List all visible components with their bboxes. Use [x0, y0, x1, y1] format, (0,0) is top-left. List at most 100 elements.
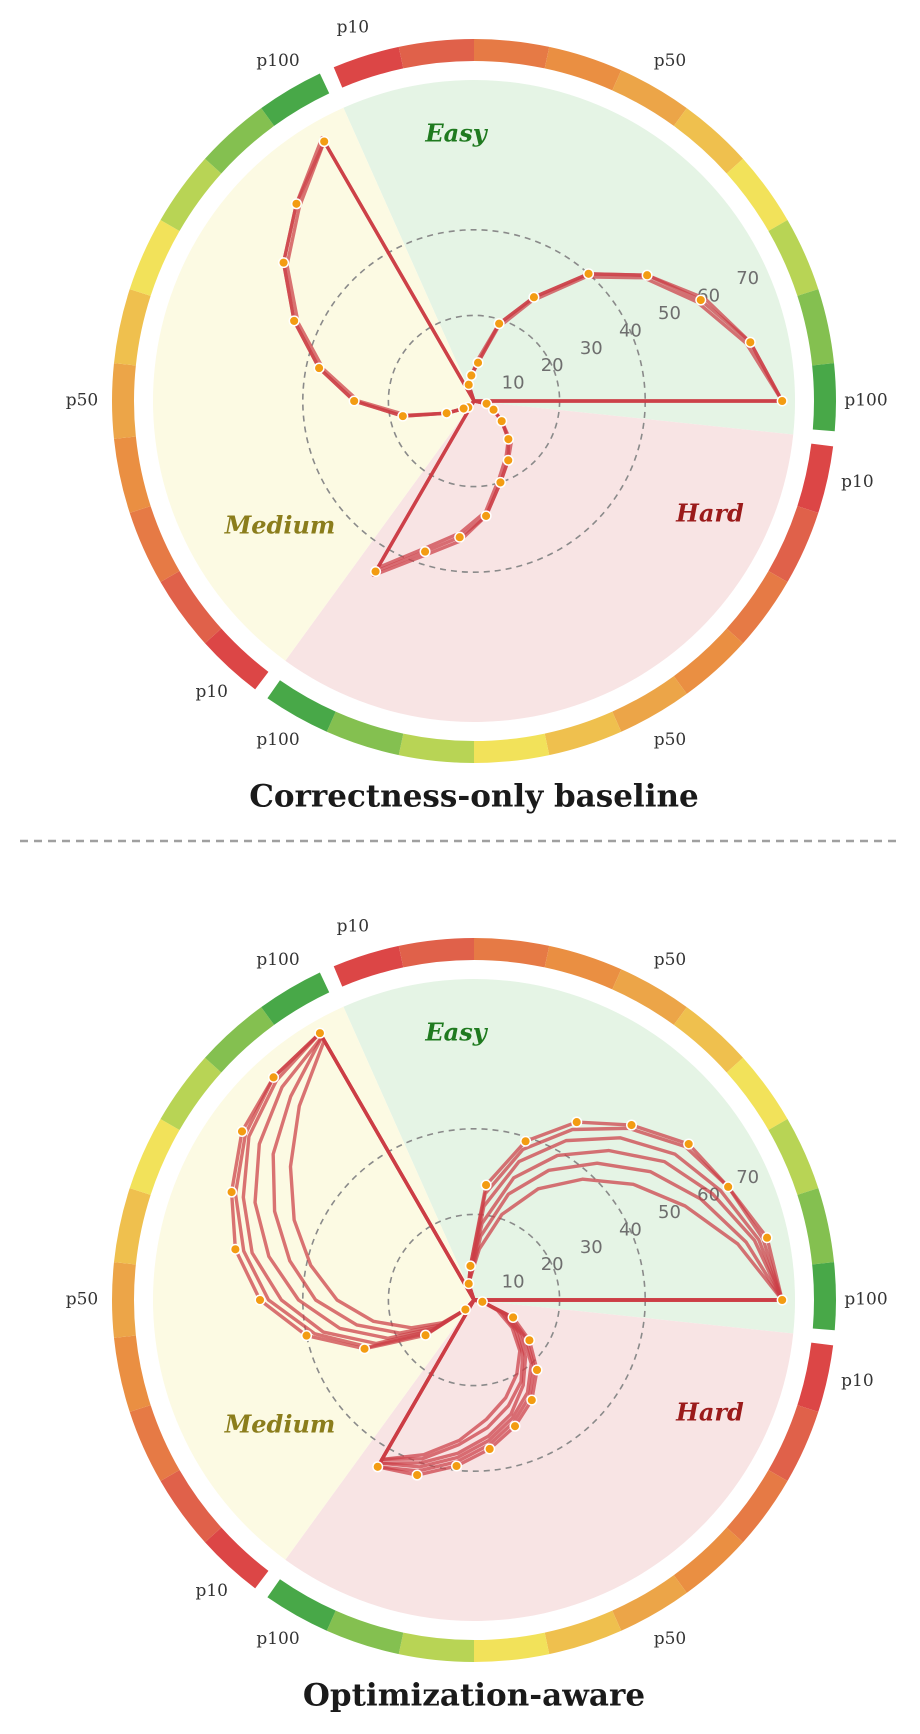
radial-tick-label: 10 — [502, 1272, 525, 1293]
marker — [484, 1443, 496, 1455]
ring-label: p50 — [654, 950, 687, 970]
marker — [476, 1296, 488, 1308]
ring-segment — [673, 1007, 744, 1073]
ring-segment — [474, 39, 550, 69]
ring-segment — [544, 1610, 622, 1655]
radial-edge — [318, 1031, 476, 1302]
ring-segment — [113, 1188, 151, 1265]
ring-segment — [612, 969, 687, 1025]
series-line — [288, 1038, 468, 1330]
ring-segment — [768, 220, 819, 296]
ring-segment — [612, 1575, 687, 1631]
marker — [236, 1125, 248, 1137]
ring-segment — [267, 680, 336, 732]
ring-segment — [474, 1632, 550, 1662]
ring-segment — [474, 733, 550, 763]
radial-tick-label: 40 — [619, 1219, 642, 1240]
sector-label: Easy — [424, 1018, 488, 1047]
ring-segment — [726, 158, 788, 231]
ring-label: p50 — [654, 51, 687, 71]
sector-background — [153, 1006, 474, 1560]
ring-segment — [261, 73, 330, 126]
ring-label: p100 — [256, 950, 299, 970]
marker — [761, 1232, 773, 1244]
marker — [463, 1278, 475, 1290]
ring-segment — [111, 1262, 136, 1338]
ring-segment — [333, 46, 404, 88]
marker — [481, 398, 493, 410]
ring-segment — [113, 1335, 151, 1412]
ring-segment — [673, 108, 744, 174]
series-line — [229, 1031, 468, 1351]
marker — [776, 1294, 788, 1306]
ring-segment — [267, 1579, 336, 1631]
radial-tick-label: 70 — [736, 268, 759, 289]
marker — [493, 318, 505, 330]
series-line — [281, 139, 470, 418]
marker — [358, 1343, 371, 1355]
radial-tick-label: 10 — [502, 373, 525, 394]
marker — [465, 369, 477, 382]
ring-segment — [111, 363, 136, 439]
ring-label: p50 — [654, 730, 687, 750]
ring-segment — [204, 628, 269, 690]
marker — [463, 379, 475, 391]
marker — [695, 294, 707, 306]
ring-segment — [326, 1610, 404, 1655]
radial-tick-label: 20 — [541, 355, 564, 376]
ring-segment — [129, 506, 180, 582]
ring-label: p100 — [844, 1290, 887, 1310]
marker — [502, 433, 514, 445]
marker — [226, 1186, 238, 1198]
marker — [776, 395, 788, 407]
marker — [288, 315, 300, 327]
sector-label: Easy — [424, 119, 488, 148]
marker — [528, 291, 540, 303]
ring-segment — [797, 443, 834, 513]
marker — [641, 269, 653, 281]
ring-label: p100 — [256, 730, 299, 750]
ring-segment — [204, 1007, 275, 1073]
marker — [531, 1364, 543, 1376]
ring-segment — [812, 363, 836, 432]
marker — [509, 1420, 521, 1432]
ring-segment — [797, 289, 835, 366]
ring-segment — [160, 1470, 222, 1543]
ring-segment — [726, 571, 788, 644]
ring-segment — [113, 289, 151, 366]
series-line — [373, 401, 511, 574]
marker — [722, 1181, 734, 1193]
marker — [314, 1027, 326, 1039]
marker — [451, 1460, 463, 1472]
marker — [526, 1394, 538, 1406]
ring-label: p10 — [337, 18, 370, 38]
series-line — [271, 1035, 468, 1335]
ring-label: p10 — [841, 1371, 874, 1391]
marker — [523, 1334, 535, 1346]
radial-tick-label: 50 — [658, 1202, 681, 1223]
sector-background — [285, 1300, 794, 1621]
marker — [370, 565, 382, 578]
ring-segment — [160, 571, 222, 644]
radial-tick-label: 70 — [736, 1167, 759, 1188]
sector-label: Hard — [675, 1398, 744, 1427]
marker — [300, 1330, 313, 1342]
marker — [229, 1243, 241, 1255]
ring-segment — [398, 1632, 474, 1662]
ring-segment — [673, 628, 744, 694]
ring-segment — [113, 436, 151, 513]
marker — [267, 1071, 280, 1083]
marker — [441, 407, 453, 419]
marker — [496, 415, 508, 427]
sector-label: Hard — [675, 499, 744, 528]
ring-segment — [726, 1057, 788, 1130]
marker — [487, 404, 500, 416]
ring-label: p100 — [256, 1629, 299, 1649]
ring-segment — [398, 39, 474, 69]
radial-edge — [322, 139, 476, 403]
ring-segment — [673, 1527, 744, 1593]
sector-background — [343, 979, 795, 1334]
ring-label: p50 — [654, 1629, 687, 1649]
marker — [372, 1461, 384, 1473]
ring-segment — [544, 945, 622, 990]
